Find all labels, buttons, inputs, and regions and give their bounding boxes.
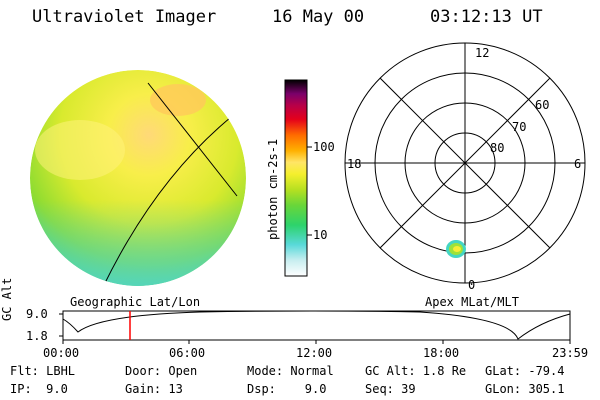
info-glon: GLon: 305.1 xyxy=(485,382,565,396)
timeline-xtick-1800: 18:00 xyxy=(423,346,460,360)
colorbar xyxy=(284,79,308,277)
timeline-xtick-0600: 06:00 xyxy=(169,346,206,360)
timeline-ytick-1-8: 1.8 xyxy=(26,329,48,343)
mlat-label-70: 70 xyxy=(512,120,527,134)
instrument-title: Ultraviolet Imager xyxy=(32,7,217,27)
info-gc-alt: GC Alt: 1.8 Re xyxy=(365,364,467,378)
timeline-xtick-2359: 23:59 xyxy=(552,346,589,360)
info-gain: Gain: 13 xyxy=(125,382,183,396)
colorbar-tick-100: 100 xyxy=(313,140,335,154)
timeline-xtick-1200: 12:00 xyxy=(296,346,333,360)
polar-plot xyxy=(344,42,586,284)
mlt-label-6: 6 xyxy=(574,157,582,171)
timeline-plot xyxy=(62,310,571,341)
uv-earth-image xyxy=(30,70,246,286)
auroral-spot xyxy=(446,240,466,258)
info-mode: Mode: Normal xyxy=(247,364,334,378)
mlt-label-18: 18 xyxy=(347,157,362,171)
info-glat: GLat: -79.4 xyxy=(485,364,565,378)
date-label: 16 May 00 xyxy=(272,7,365,27)
info-filter: Flt: LBHL xyxy=(10,364,76,378)
mlat-label-80: 80 xyxy=(490,141,505,155)
timeline-ytick-9: 9.0 xyxy=(26,307,48,321)
mlt-label-12: 12 xyxy=(475,46,490,60)
mlt-label-0: 0 xyxy=(468,278,476,292)
orbit-altitude-curve xyxy=(62,310,571,340)
info-door: Door: Open xyxy=(125,364,198,378)
timeline-ylabel: GC Alt xyxy=(0,277,14,321)
colorbar-label: photon cm-2s-1 xyxy=(266,138,280,240)
apex-caption: Apex MLat/MLT xyxy=(425,295,519,309)
info-seq: Seq: 39 xyxy=(365,382,416,396)
colorbar-tick-10: 10 xyxy=(313,228,328,242)
info-dsp: Dsp: 9.0 xyxy=(247,382,327,396)
geographic-caption: Geographic Lat/Lon xyxy=(70,295,201,309)
timeline-xtick-0000: 00:00 xyxy=(43,346,80,360)
time-label: 03:12:13 UT xyxy=(430,7,543,27)
info-ip: IP: 9.0 xyxy=(10,382,68,396)
mlat-label-60: 60 xyxy=(535,98,550,112)
